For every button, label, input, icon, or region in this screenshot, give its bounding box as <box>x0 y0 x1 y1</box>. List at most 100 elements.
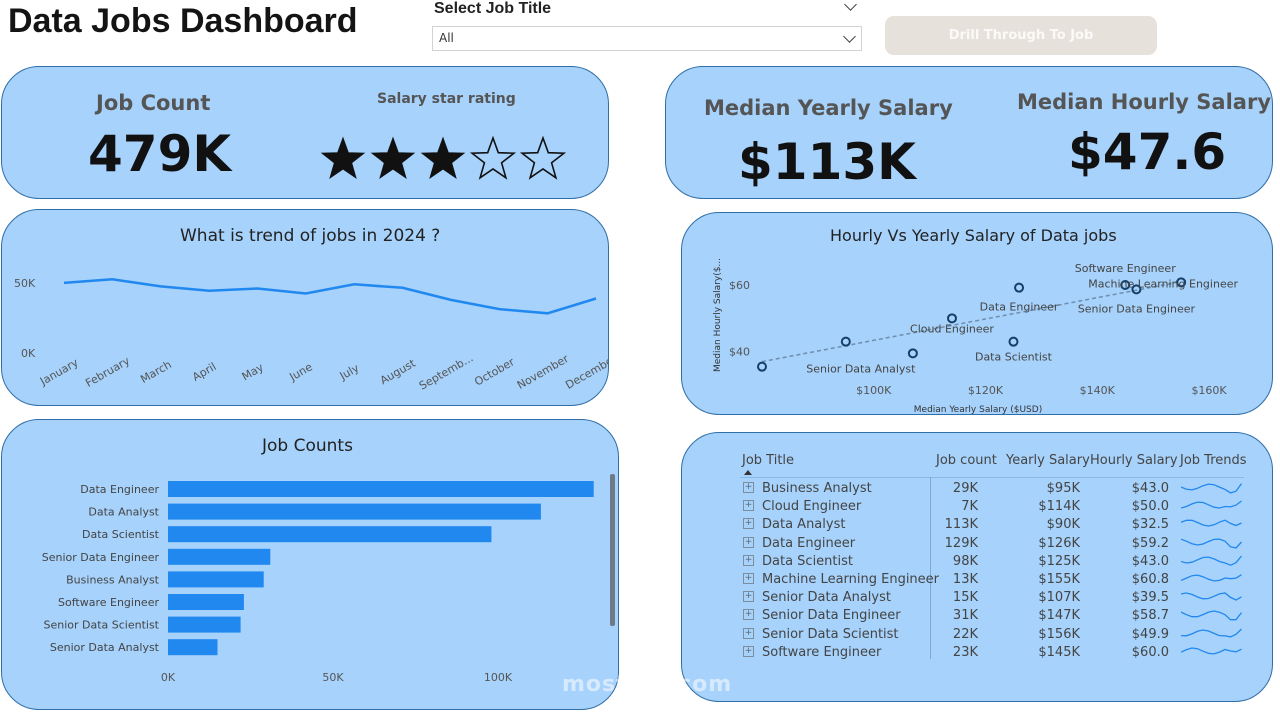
scatter-title: Hourly Vs Yearly Salary of Data jobs <box>830 226 1117 245</box>
job-title-slicer[interactable]: All <box>432 26 862 51</box>
slicer-title: Select Job Title <box>434 0 552 17</box>
job-count-cell: 13K <box>952 572 978 587</box>
job-table-card: Job Title Job count Yearly Salary Hourly Sa… <box>681 432 1273 702</box>
star-empty-icon <box>469 135 517 180</box>
scatter-point[interactable] <box>1131 284 1142 295</box>
job-title-cell: Senior Data Scientist <box>762 626 899 642</box>
bar[interactable] <box>168 548 271 565</box>
slicer-value: All <box>439 31 454 45</box>
y-tick-label: 0K <box>21 347 36 360</box>
table-row[interactable]: + Data Analyst 113K $90K $32.5 <box>682 517 1272 535</box>
scatter-point-label: Senior Data Engineer <box>1078 302 1196 315</box>
table-row[interactable]: + Machine Learning Engineer 13K $155K $60.8 <box>682 572 1272 590</box>
table-row[interactable]: + Senior Data Analyst 15K $107K $39.5 <box>682 590 1272 608</box>
job-title-cell: Business Analyst <box>762 481 872 496</box>
job-title-cell: Software Engineer <box>762 644 882 660</box>
yearly-salary-cell: $155K <box>1038 572 1080 587</box>
bar[interactable] <box>168 594 244 610</box>
median-hourly-label: Median Hourly Salary <box>1017 90 1272 114</box>
job-count-cell: 7K <box>961 499 978 515</box>
scatter-point-label: Cloud Engineer <box>910 322 994 335</box>
bar[interactable] <box>168 481 594 497</box>
expand-icon[interactable]: + <box>743 591 754 603</box>
star-filled-icon <box>420 136 466 179</box>
job-table: Job Title Job count Yearly Salary Hourly Sa… <box>682 433 1272 701</box>
table-row[interactable]: + Cloud Engineer 7K $114K $50.0 <box>682 499 1272 517</box>
y-tick-label: 50K <box>14 277 36 290</box>
scatter-point[interactable] <box>757 361 767 372</box>
stars-svg <box>320 135 567 180</box>
trend-title: What is trend of jobs in 2024 ? <box>180 226 441 246</box>
table-row[interactable]: + Software Engineer 23K $145K $60.0 <box>682 645 1272 663</box>
drill-through-button[interactable]: Drill Through To Job <box>885 16 1157 55</box>
yearly-salary-cell: $107K <box>1038 590 1080 606</box>
bar[interactable] <box>168 503 541 520</box>
x-tick-label: April <box>190 360 218 384</box>
expand-icon[interactable]: + <box>743 645 754 657</box>
expand-icon[interactable]: + <box>743 609 754 621</box>
trend-card: What is trend of jobs in 2024 ? 50K 0K Jan… <box>1 209 609 406</box>
table-header-cell[interactable]: Job Trends <box>1180 453 1247 468</box>
table-row[interactable]: + Data Scientist 98K $125K $43.0 <box>682 554 1272 572</box>
job-count-cell: 15K <box>952 590 978 606</box>
x-tick-label: December <box>563 352 608 392</box>
y-axis-label: Median Hourly Salary($... <box>713 258 723 372</box>
expand-icon[interactable]: + <box>743 554 754 566</box>
table-row[interactable]: + Senior Data Engineer 31K $147K $58.7 <box>682 608 1272 626</box>
expand-icon[interactable]: + <box>743 500 754 512</box>
x-tick-label: May <box>240 360 267 383</box>
bar[interactable] <box>168 639 218 656</box>
x-tick-label: $160K <box>1191 384 1227 397</box>
expand-icon[interactable]: + <box>743 573 754 584</box>
scatter-point[interactable] <box>907 348 918 359</box>
expand-icon[interactable]: + <box>743 536 754 548</box>
header-divider <box>740 477 1244 478</box>
bar[interactable] <box>168 526 492 543</box>
table-header-cell[interactable]: Job count <box>936 453 997 468</box>
scatter-point[interactable] <box>1014 282 1025 293</box>
expand-icon[interactable]: + <box>743 627 754 639</box>
page-title: Data Jobs Dashboard <box>8 2 358 40</box>
scatter-point[interactable] <box>1008 336 1019 347</box>
job-trend-sparkline <box>1181 500 1242 509</box>
median-hourly-value: $47.6 <box>1068 123 1227 181</box>
sort-ascending-icon[interactable] <box>744 470 752 475</box>
job-count-value: 479K <box>88 125 232 183</box>
job-trend-sparkline <box>1181 610 1243 621</box>
table-row[interactable]: + Business Analyst 29K $95K $43.0 <box>682 481 1272 499</box>
chevron-down-icon[interactable] <box>843 30 856 43</box>
table-header-cell[interactable]: Job Title <box>742 453 795 468</box>
scatter-trendline <box>761 280 1182 363</box>
category-label: Data Scientist <box>82 528 160 541</box>
table-row[interactable]: + Senior Data Scientist 22K $156K $49.9 <box>682 627 1272 645</box>
scatter-point[interactable] <box>840 336 851 347</box>
salary-star-label: Salary star rating <box>377 91 516 107</box>
hourly-salary-cell: $32.5 <box>1131 517 1169 533</box>
scatter-point[interactable] <box>1120 280 1131 290</box>
bar[interactable] <box>168 571 264 588</box>
hourly-salary-cell: $43.0 <box>1131 553 1169 569</box>
job-counts-bar-chart: Data Engineer Data Analyst Data Scientist S… <box>42 481 594 684</box>
job-title-cell: Cloud Engineer <box>762 499 862 515</box>
slicer-collapse-icon[interactable] <box>844 0 857 11</box>
job-title-cell: Senior Data Analyst <box>762 590 891 606</box>
scatter-point[interactable] <box>1176 277 1187 288</box>
table-row[interactable]: + Data Engineer 129K $126K $59.2 <box>682 536 1272 554</box>
table-header-cell[interactable]: Hourly Salary <box>1090 453 1178 468</box>
scrollbar[interactable] <box>610 474 615 626</box>
expand-icon[interactable]: + <box>743 518 754 530</box>
scatter-card: Hourly Vs Yearly Salary of Data jobs $10… <box>681 212 1273 415</box>
job-count-cell: 129K <box>944 535 978 551</box>
scatter-point-label: Data Engineer <box>980 301 1059 314</box>
expand-icon[interactable]: + <box>743 482 754 493</box>
category-label: Senior Data Scientist <box>43 619 159 632</box>
job-title-cell: Senior Data Engineer <box>762 608 901 624</box>
scatter-point[interactable] <box>947 313 957 324</box>
bar[interactable] <box>168 616 241 633</box>
trend-series-line <box>63 278 597 315</box>
x-tick-label: July <box>337 361 362 383</box>
table-header-cell[interactable]: Yearly Salary <box>1006 453 1090 468</box>
salary-star-rating <box>318 133 578 185</box>
y-tick-label: $60 <box>729 279 750 292</box>
